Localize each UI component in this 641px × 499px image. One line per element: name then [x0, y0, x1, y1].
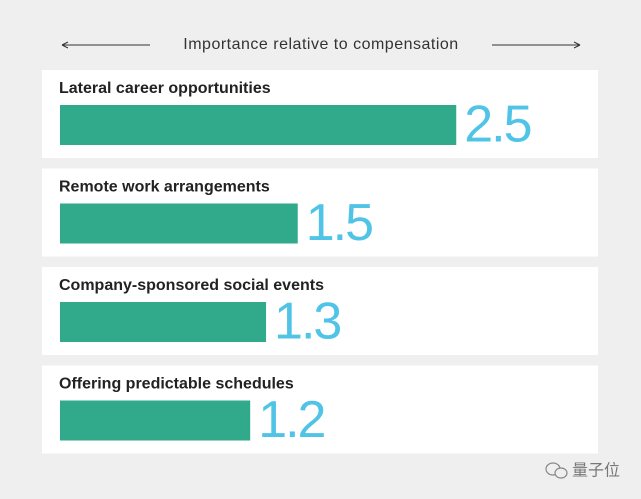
category-label: Offering predictable schedules — [59, 376, 294, 393]
bar — [60, 302, 267, 342]
watermark: 量子位 — [545, 461, 620, 480]
bar — [60, 400, 251, 441]
value-label: 2.5 — [464, 96, 530, 154]
chart-title: Importance relative to compensation — [183, 36, 458, 53]
bar — [60, 105, 457, 145]
category-label: Lateral career opportunities — [59, 80, 271, 97]
watermark-icon — [554, 467, 568, 479]
bar — [60, 203, 298, 244]
arrow-left-head — [61, 41, 69, 49]
value-label: 1.5 — [306, 194, 372, 252]
watermark-text: 量子位 — [572, 461, 620, 480]
category-label: Company-sponsored social events — [59, 277, 324, 294]
value-label: 1.3 — [274, 293, 340, 351]
category-label: Remote work arrangements — [59, 179, 270, 196]
value-label: 1.2 — [258, 391, 324, 449]
arrow-right-head — [573, 41, 581, 49]
